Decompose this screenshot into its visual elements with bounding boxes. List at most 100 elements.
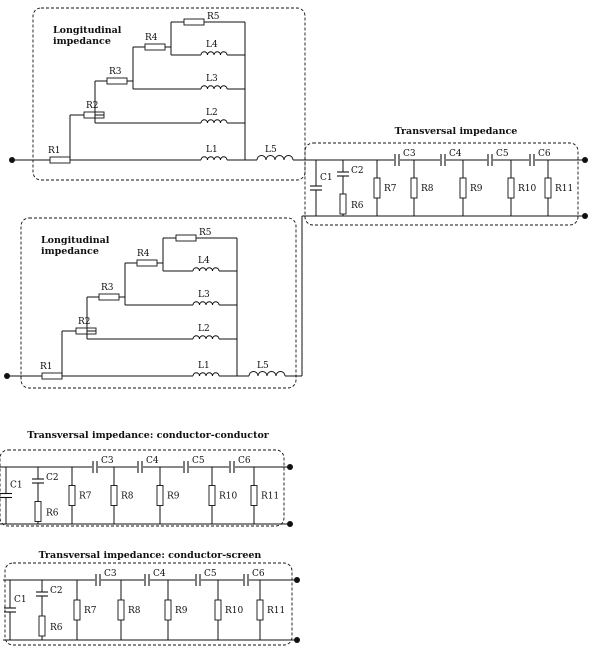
resistor-r5 [183, 18, 205, 26]
gap [92, 460, 98, 474]
resistor-r11 [250, 485, 258, 506]
label-l5: L5 [265, 145, 277, 155]
gap [243, 573, 249, 587]
terminal-dot [582, 157, 588, 163]
label-c2: C2 [50, 586, 63, 596]
label-l4: L4 [206, 40, 218, 50]
label-r7: R7 [79, 492, 92, 502]
label-c3: C3 [403, 149, 416, 159]
label-r3: R3 [101, 283, 114, 293]
label-c1: C1 [14, 595, 27, 605]
resistor-r3 [98, 293, 120, 301]
label-l2: L2 [206, 108, 218, 118]
label-r5: R5 [207, 12, 220, 22]
label-r11: R11 [555, 184, 573, 194]
resistor-r6 [339, 193, 347, 215]
inductor-l3 [200, 85, 228, 90]
inductor-l1 [200, 156, 228, 161]
terminal-dot [287, 464, 293, 470]
label-r1: R1 [48, 146, 61, 156]
label-r11: R11 [267, 606, 285, 616]
label-r6: R6 [50, 623, 63, 633]
label-r4: R4 [145, 33, 158, 43]
label-r7: R7 [384, 184, 397, 194]
resistor-r4 [136, 259, 158, 267]
label-r8: R8 [128, 606, 141, 616]
terminal-dot [287, 521, 293, 527]
gap [195, 573, 201, 587]
longitudinal-title: Longitudinal [53, 25, 122, 36]
label-r3: R3 [109, 67, 122, 77]
gap [95, 573, 101, 587]
label-c3: C3 [104, 569, 117, 579]
inductor-l5 [256, 155, 294, 161]
label-r10: R10 [225, 606, 244, 616]
terminal-dot [294, 577, 300, 583]
label-r9: R9 [167, 492, 180, 502]
resistor-r6 [38, 615, 46, 637]
transversal-block [304, 142, 579, 226]
terminal-dot [294, 637, 300, 643]
inductor-l4 [192, 267, 220, 272]
resistor-r7 [373, 177, 381, 199]
label-r6: R6 [351, 201, 364, 211]
label-r7: R7 [84, 606, 97, 616]
inductor-l5 [248, 371, 286, 377]
label-r8: R8 [421, 184, 434, 194]
label-r5: R5 [199, 228, 212, 238]
longitudinal-title: impedance [53, 36, 111, 47]
resistor-r9 [459, 177, 467, 199]
label-r4: R4 [137, 249, 150, 259]
resistor-r6 [34, 501, 42, 522]
inductor-l4 [200, 51, 228, 56]
resistor-r4 [144, 43, 166, 51]
label-r2: R2 [78, 317, 91, 327]
label-c6: C6 [252, 569, 265, 579]
resistor-r10 [208, 485, 216, 506]
gap [487, 153, 493, 167]
transversal-title: Transversal impedance: conductor-conduct… [27, 430, 270, 441]
label-r10: R10 [518, 184, 537, 194]
gap [394, 153, 400, 167]
resistor-r5 [175, 234, 197, 242]
gap [229, 460, 235, 474]
terminal-dot [582, 213, 588, 219]
longitudinal-block [32, 7, 306, 181]
inductor-l1 [192, 372, 220, 377]
resistor-r10 [214, 599, 222, 621]
transversal-title: Transversal impedance: conductor-screen [39, 550, 262, 561]
gap [183, 460, 189, 474]
label-l5: L5 [257, 361, 269, 371]
transversal-block [4, 562, 293, 646]
label-l1: L1 [198, 361, 210, 371]
label-r2: R2 [86, 101, 99, 111]
label-c4: C4 [449, 149, 462, 159]
label-r8: R8 [121, 492, 134, 502]
resistor-r8 [117, 599, 125, 621]
resistor-r11 [544, 177, 552, 199]
inductor-l2 [192, 335, 220, 340]
label-l3: L3 [198, 290, 210, 300]
label-c4: C4 [153, 569, 166, 579]
inductor-l3 [192, 301, 220, 306]
label-r9: R9 [470, 184, 483, 194]
gap [529, 153, 535, 167]
label-c1: C1 [10, 481, 23, 491]
label-c3: C3 [101, 456, 114, 466]
resistor-r8 [110, 485, 118, 506]
label-r1: R1 [40, 362, 53, 372]
longitudinal-title: Longitudinal [41, 235, 110, 246]
resistor-r7 [68, 485, 76, 506]
label-l3: L3 [206, 74, 218, 84]
resistor-r8 [410, 177, 418, 199]
label-c6: C6 [238, 456, 251, 466]
label-r9: R9 [175, 606, 188, 616]
label-c2: C2 [46, 473, 59, 483]
resistor-r9 [156, 485, 164, 506]
label-c2: C2 [351, 166, 364, 176]
resistor-r9 [164, 599, 172, 621]
transversal-block [0, 449, 285, 527]
label-c4: C4 [146, 456, 159, 466]
gap [137, 460, 143, 474]
